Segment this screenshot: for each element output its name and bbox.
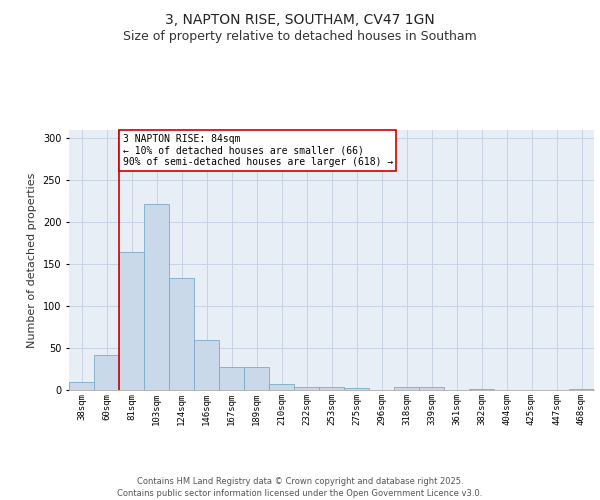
Bar (319, 386, 344, 390)
Bar (469, 389, 494, 390)
Bar (69, 382, 94, 390)
Bar (294, 386, 319, 390)
Bar (394, 388, 419, 390)
Text: 3, NAPTON RISE, SOUTHAM, CV47 1GN: 3, NAPTON RISE, SOUTHAM, CV47 1GN (165, 12, 435, 26)
Bar (244, 368, 269, 390)
Bar (344, 388, 369, 390)
Bar (219, 368, 244, 390)
Bar (119, 252, 144, 390)
Bar (269, 384, 294, 390)
Bar (569, 389, 594, 390)
Bar (419, 388, 444, 390)
Text: Contains HM Land Registry data © Crown copyright and database right 2025.
Contai: Contains HM Land Registry data © Crown c… (118, 476, 482, 498)
Bar (194, 340, 219, 390)
Text: 3 NAPTON RISE: 84sqm
← 10% of detached houses are smaller (66)
90% of semi-detac: 3 NAPTON RISE: 84sqm ← 10% of detached h… (123, 134, 393, 167)
Bar (94, 355, 119, 390)
Bar (144, 204, 169, 390)
Y-axis label: Number of detached properties: Number of detached properties (27, 172, 37, 348)
Bar (169, 278, 194, 390)
Text: Size of property relative to detached houses in Southam: Size of property relative to detached ho… (123, 30, 477, 43)
